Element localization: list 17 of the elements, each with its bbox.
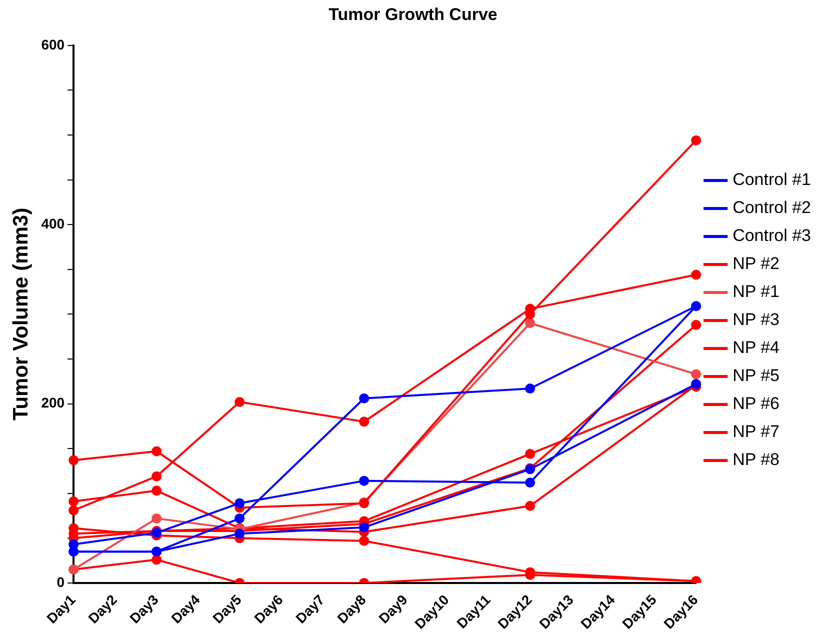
legend-label: Control #1	[732, 170, 812, 190]
legend-label: Control #3	[732, 226, 812, 246]
legend-label: NP #8	[732, 450, 780, 470]
chart-title: Tumor Growth Curve	[328, 4, 498, 24]
legend-label: NP #4	[732, 338, 780, 358]
legend-label: NP #2	[732, 254, 780, 274]
legend-label: NP #5	[732, 366, 780, 386]
legend-label: NP #1	[732, 282, 780, 302]
legend-label: NP #7	[732, 422, 780, 442]
y-tick-label: 600	[41, 36, 65, 52]
legend-label: NP #6	[732, 394, 780, 414]
y-tick-label: 200	[41, 394, 65, 411]
y-tick-label: 400	[41, 215, 65, 232]
y-tick-label: 0	[56, 574, 65, 590]
legend-label: NP #3	[732, 310, 780, 330]
legend-label: Control #2	[732, 198, 812, 218]
y-axis-title: Tumor Volume (mm3)	[9, 208, 32, 421]
